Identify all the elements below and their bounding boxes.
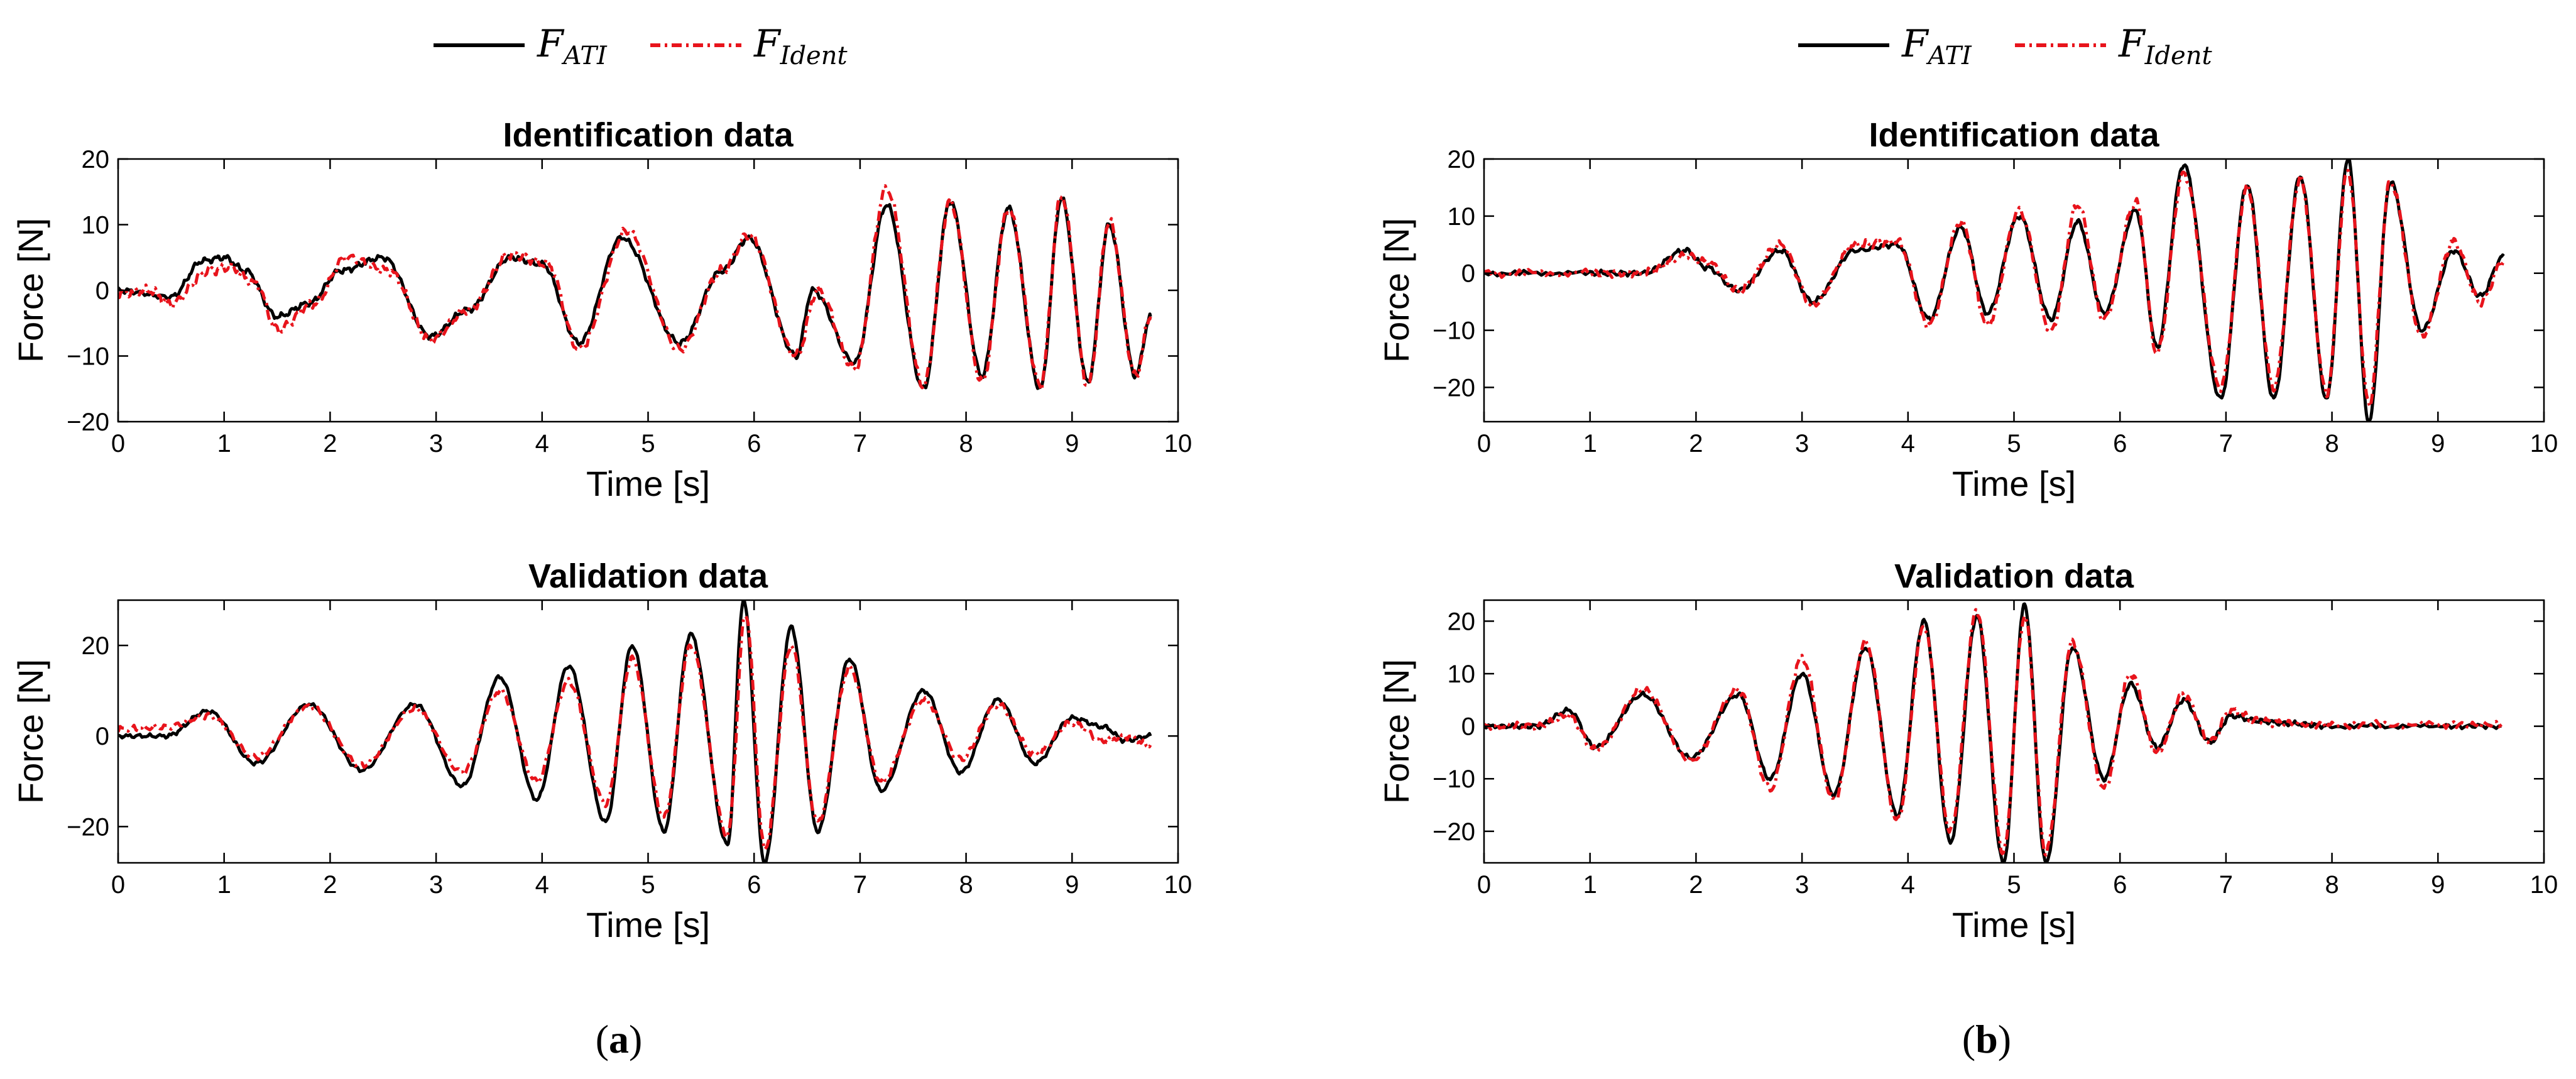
panel-2-ytick-label: −20: [1433, 374, 1475, 402]
panel-2-xtick-label: 10: [2530, 430, 2558, 457]
legend-a-ati-label: FATI: [537, 22, 608, 70]
panel-1-title: Validation data: [528, 557, 768, 595]
panel-3-xtick-label: 6: [2113, 871, 2127, 899]
panel-0-xtick-label: 2: [323, 430, 337, 457]
panel-1-xtick-label: 7: [853, 871, 867, 899]
panel-0-series-ident: [118, 184, 1152, 392]
panel-2-xtick-label: 7: [2219, 430, 2233, 457]
legend-a-ident-label: FIdent: [753, 22, 848, 70]
panel-1-xtick-label: 0: [111, 871, 125, 899]
panel-0-ytick-label: 0: [96, 277, 109, 305]
panel-3-title: Validation data: [1894, 557, 2134, 595]
panel-1-xtick-label: 4: [535, 871, 549, 899]
panel-3-series-ident: [1484, 608, 2503, 857]
panel-3-ytick-label: −10: [1433, 765, 1475, 793]
panel-3-xlabel: Time [s]: [1952, 905, 2076, 945]
panel-1-xtick-label: 2: [323, 871, 337, 899]
panel-0-xtick-label: 10: [1164, 430, 1192, 457]
panel-1-xtick-label: 10: [1164, 871, 1192, 899]
legend-a: FATI FIdent: [434, 22, 848, 70]
panel-3-ylabel: Force [N]: [1377, 659, 1416, 804]
panel-2-xlabel: Time [s]: [1952, 464, 2076, 503]
panel-2-xtick-label: 0: [1477, 430, 1491, 457]
panel-2-xtick-label: 9: [2431, 430, 2445, 457]
panel-0-ylabel: Force [N]: [11, 218, 50, 363]
panel-1-ylabel: Force [N]: [11, 659, 50, 804]
panel-2-series-ati: [1484, 159, 2505, 422]
panel-0-xtick-label: 6: [747, 430, 761, 457]
panel-0-ytick-label: 20: [82, 146, 110, 173]
legend-b-ati-label: FATI: [1901, 22, 1972, 70]
panel-1-xtick-label: 5: [641, 871, 655, 899]
panel-0-xtick-label: 7: [853, 430, 867, 457]
panel-2-ytick-label: 20: [1448, 146, 1476, 173]
panel-1-series-ident: [118, 614, 1152, 852]
panel-1-xtick-label: 3: [429, 871, 443, 899]
panel-0-xtick-label: 5: [641, 430, 655, 457]
panel-0-xtick-label: 3: [429, 430, 443, 457]
panel-2-xtick-label: 8: [2325, 430, 2339, 457]
panel-2-xtick-label: 3: [1795, 430, 1809, 457]
panel-0-title: Identification data: [503, 116, 794, 154]
panel-2-ytick-label: 0: [1461, 260, 1475, 288]
panel-0-xtick-label: 9: [1065, 430, 1079, 457]
panel-3-xtick-label: 2: [1689, 871, 1703, 899]
panel-0-ytick-label: 10: [82, 212, 110, 239]
panel-0-xlabel: Time [s]: [586, 464, 710, 503]
panel-3-xtick-label: 7: [2219, 871, 2233, 899]
panel-1-xtick-label: 6: [747, 871, 761, 899]
panel-1-ytick-label: 20: [82, 632, 110, 660]
panel-2-xtick-label: 5: [2007, 430, 2021, 457]
panel-1-xtick-label: 8: [959, 871, 973, 899]
panel-0-frame: [117, 158, 1179, 423]
legend-b: FATI FIdent: [1798, 22, 2212, 70]
panel-3-xtick-label: 1: [1583, 871, 1597, 899]
panel-b-validation: Validation data 0 1 2 3 4 5 6 7 8 9 10 −20 −10 0 10 20 Ti…: [1377, 557, 2558, 945]
panel-0-ytick-label: −20: [67, 408, 109, 436]
panel-3-xtick-label: 4: [1901, 871, 1915, 899]
panel-b-identification: Identification data 0 1 2 3 4 5 6 7 8 9 10 −20 −10 0 10…: [1377, 116, 2558, 503]
panel-3-xtick-label: 0: [1477, 871, 1491, 899]
panel-3-ytick-label: −20: [1433, 818, 1475, 846]
panel-1-xlabel: Time [s]: [586, 905, 710, 945]
panel-a-validation: Validation data 0 1 2 3 4 5 6 7 8 9 10 −20 0 20 Time [s…: [11, 557, 1192, 945]
panel-2-ylabel: Force [N]: [1377, 218, 1416, 363]
panel-2-frame: [1483, 158, 2545, 423]
panel-2-xtick-label: 2: [1689, 430, 1703, 457]
panel-0-xtick-label: 8: [959, 430, 973, 457]
panel-1-ytick-label: −20: [67, 813, 109, 841]
panel-2-series-ident: [1484, 168, 2505, 408]
panel-2-xtick-label: 6: [2113, 430, 2127, 457]
panel-3-xtick-label: 9: [2431, 871, 2445, 899]
panel-0-xtick-label: 0: [111, 430, 125, 457]
panel-3-ytick-label: 20: [1448, 608, 1476, 635]
panel-2-ytick-label: −10: [1433, 317, 1475, 345]
panel-1-xtick-label: 1: [217, 871, 231, 899]
panel-2-ytick-label: 10: [1448, 203, 1476, 231]
panel-0-ytick-label: −10: [67, 343, 109, 371]
panel-a-identification: Identification data 0 1 2 3 4 5 6 7 8 9 10 −20 −10 0 10…: [11, 116, 1192, 503]
panel-2-xtick-label: 1: [1583, 430, 1597, 457]
panel-3-xtick-label: 3: [1795, 871, 1809, 899]
panel-3-series-ati: [1484, 602, 2502, 863]
legend-b-ident-label: FIdent: [2118, 22, 2212, 70]
panel-3-xtick-label: 5: [2007, 871, 2021, 899]
panel-2-title: Identification data: [1869, 116, 2159, 154]
panel-3-xtick-label: 8: [2325, 871, 2339, 899]
panel-2-xtick-label: 4: [1901, 430, 1915, 457]
panel-1-ytick-label: 0: [96, 723, 109, 750]
panel-3-xtick-label: 10: [2530, 871, 2558, 899]
panel-0-xtick-label: 1: [217, 430, 231, 457]
panel-0-xtick-label: 4: [535, 430, 549, 457]
caption-a: (a): [596, 1017, 643, 1061]
panel-3-ytick-label: 10: [1448, 660, 1476, 688]
panel-1-xtick-label: 9: [1065, 871, 1079, 899]
caption-b: (b): [1962, 1017, 2011, 1061]
panel-1-series-ati: [118, 600, 1152, 863]
panel-3-ytick-label: 0: [1461, 713, 1475, 741]
